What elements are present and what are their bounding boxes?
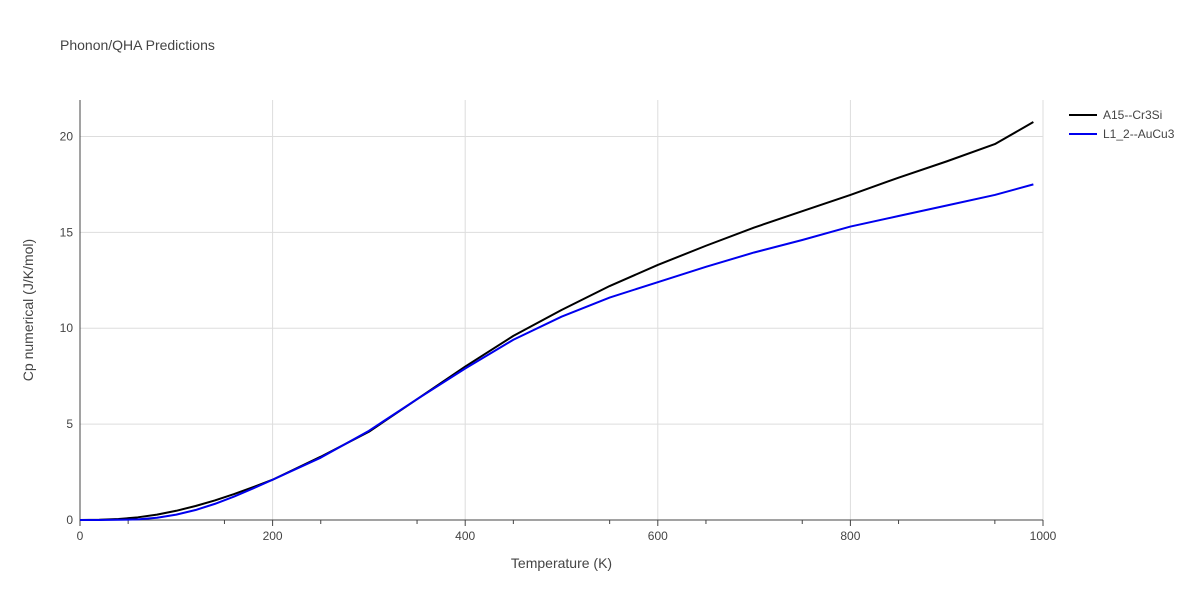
legend-label: A15--Cr3Si: [1103, 108, 1162, 122]
y-tick-label: 20: [60, 129, 74, 143]
y-tick-label: 0: [66, 513, 73, 527]
x-tick-label: 600: [648, 529, 668, 543]
legend[interactable]: A15--Cr3Si L1_2--AuCu3: [1069, 108, 1175, 141]
x-tick-label: 400: [455, 529, 475, 543]
x-tick-label: 200: [263, 529, 283, 543]
series-layer: [79, 121, 1034, 521]
legend-item[interactable]: L1_2--AuCu3: [1069, 127, 1175, 141]
y-tick-label: 10: [60, 321, 74, 335]
x-tick-label: 1000: [1030, 529, 1057, 543]
x-tick-label: 0: [77, 529, 84, 543]
grid: [80, 100, 1044, 520]
y-tick-label: 15: [60, 225, 74, 239]
chart-title: Phonon/QHA Predictions: [60, 37, 215, 53]
y-tick-label: 5: [66, 417, 73, 431]
series-line-1[interactable]: [80, 183, 1034, 521]
x-axis-title: Temperature (K): [511, 555, 612, 571]
axes: 0 200 400 600 800 1000 0 5 10 15 20: [60, 100, 1057, 543]
x-tick-label: 800: [840, 529, 860, 543]
series-line-0[interactable]: [79, 121, 1034, 521]
y-axis-title: Cp numerical (J/K/mol): [20, 239, 36, 381]
legend-label: L1_2--AuCu3: [1103, 127, 1175, 141]
legend-item[interactable]: A15--Cr3Si: [1069, 108, 1162, 122]
